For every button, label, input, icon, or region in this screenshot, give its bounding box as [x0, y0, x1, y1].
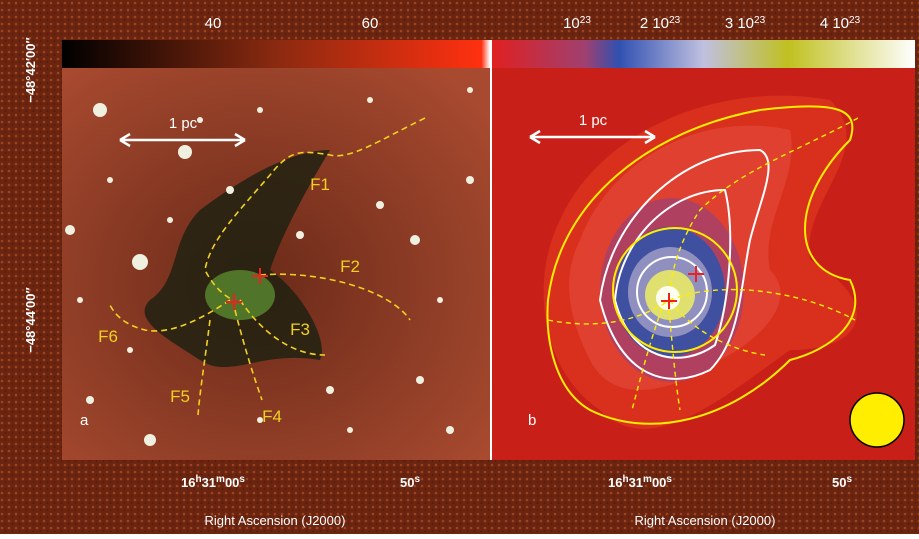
star	[144, 434, 156, 446]
filament-label: F2	[340, 257, 360, 276]
star	[367, 97, 373, 103]
text-part: 50	[832, 475, 846, 490]
text-part: s	[666, 474, 672, 485]
star	[127, 347, 133, 353]
scale-bar-label: 1 pc	[579, 112, 608, 129]
x-axis-label: Right Ascension (J2000)	[205, 513, 346, 528]
dec-tick-label: −48°44′00″	[23, 287, 38, 353]
image-a	[62, 68, 490, 460]
star	[376, 201, 384, 209]
star	[466, 176, 474, 184]
text-part: s	[846, 474, 852, 485]
x-axis-label: Right Ascension (J2000)	[635, 513, 776, 528]
text-part: m	[216, 474, 225, 485]
star	[93, 103, 107, 117]
star	[65, 225, 75, 235]
star	[167, 217, 173, 223]
text-part: 00	[652, 475, 666, 490]
colorbar	[62, 40, 490, 68]
figure: 40601 pcaF1F2F3F4F5F616h31m00s50sRight A…	[0, 0, 919, 534]
filament-label: F1	[310, 175, 330, 194]
dec-tick-label: −48°42′00″	[23, 37, 38, 103]
star	[416, 376, 424, 384]
text-part: 31	[202, 475, 216, 490]
star	[347, 427, 353, 433]
star	[257, 107, 263, 113]
star	[178, 145, 192, 159]
text-part: s	[239, 474, 245, 485]
beam	[850, 393, 904, 447]
text-part: 16	[608, 475, 622, 490]
star	[226, 186, 234, 194]
star	[296, 231, 304, 239]
text-part: 23	[580, 15, 592, 26]
filament-label: F3	[290, 320, 310, 339]
panel-label: b	[528, 412, 536, 429]
text-part: 23	[669, 15, 681, 26]
text-part: 3 10	[725, 15, 754, 32]
ra-tick-label: 16h31m00s	[181, 474, 245, 491]
ra-tick-label: 16h31m00s	[608, 474, 672, 491]
text-part: 23	[754, 15, 766, 26]
text-part: 10	[563, 15, 580, 32]
text-part: 2 10	[640, 15, 669, 32]
colorbar	[492, 40, 915, 68]
colorbar-tick-label: 40	[205, 15, 222, 32]
text-part: s	[414, 474, 420, 485]
text-part: 50	[400, 475, 414, 490]
star	[467, 87, 473, 93]
star	[326, 386, 334, 394]
core-emission	[205, 270, 275, 320]
text-part: 31	[629, 475, 643, 490]
star	[77, 297, 83, 303]
star	[410, 235, 420, 245]
panel-label: a	[80, 412, 89, 429]
star	[437, 297, 443, 303]
star	[197, 117, 203, 123]
star	[132, 254, 148, 270]
scale-bar-label: 1 pc	[169, 115, 198, 132]
text-part: 00	[225, 475, 239, 490]
filament-label: F4	[262, 407, 282, 426]
star	[446, 426, 454, 434]
text-part: 16	[181, 475, 195, 490]
text-part: 4 10	[820, 15, 849, 32]
text-part: 23	[849, 15, 861, 26]
filament-label: F6	[98, 327, 118, 346]
filament-label: F5	[170, 387, 190, 406]
star	[107, 177, 113, 183]
text-part: m	[643, 474, 652, 485]
star	[86, 396, 94, 404]
colorbar-tick-label: 60	[362, 15, 379, 32]
